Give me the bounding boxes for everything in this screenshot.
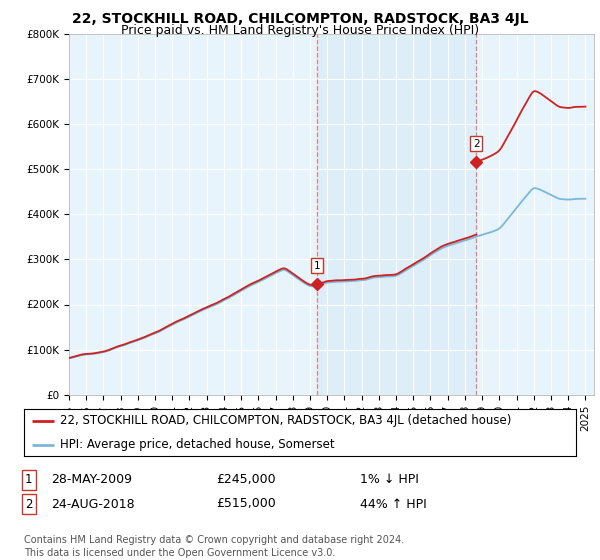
Text: 22, STOCKHILL ROAD, CHILCOMPTON, RADSTOCK, BA3 4JL (detached house): 22, STOCKHILL ROAD, CHILCOMPTON, RADSTOC… (60, 414, 511, 427)
Text: HPI: Average price, detached house, Somerset: HPI: Average price, detached house, Some… (60, 438, 335, 451)
Text: £245,000: £245,000 (216, 473, 275, 487)
Text: 44% ↑ HPI: 44% ↑ HPI (360, 497, 427, 511)
Text: £515,000: £515,000 (216, 497, 276, 511)
Text: 28-MAY-2009: 28-MAY-2009 (51, 473, 132, 487)
Text: 24-AUG-2018: 24-AUG-2018 (51, 497, 134, 511)
Text: Price paid vs. HM Land Registry's House Price Index (HPI): Price paid vs. HM Land Registry's House … (121, 24, 479, 37)
Text: 2: 2 (25, 497, 32, 511)
Text: 1% ↓ HPI: 1% ↓ HPI (360, 473, 419, 487)
Text: 1: 1 (314, 260, 320, 270)
Text: Contains HM Land Registry data © Crown copyright and database right 2024.
This d: Contains HM Land Registry data © Crown c… (24, 535, 404, 558)
Text: 22, STOCKHILL ROAD, CHILCOMPTON, RADSTOCK, BA3 4JL: 22, STOCKHILL ROAD, CHILCOMPTON, RADSTOC… (71, 12, 529, 26)
Bar (317, 34, 476, 395)
Text: 1: 1 (25, 473, 32, 487)
Text: 2: 2 (473, 139, 479, 149)
